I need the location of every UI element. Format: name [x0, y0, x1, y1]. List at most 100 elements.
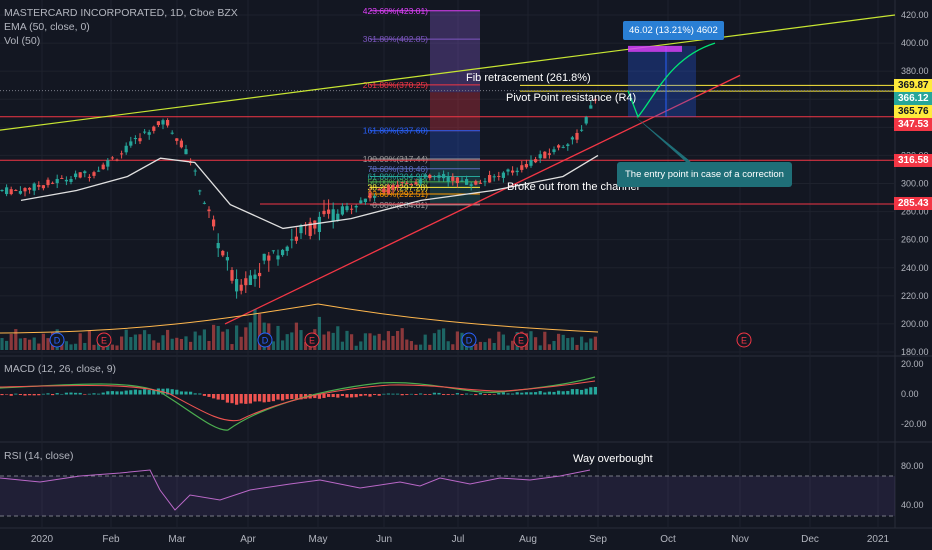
- event-marker: [513, 332, 529, 348]
- time-tick-label: May: [309, 534, 328, 545]
- macd-histogram-bar: [363, 394, 367, 396]
- macd-histogram-bar: [202, 394, 206, 396]
- candle-body: [446, 177, 450, 182]
- macd-legend: MACD (12, 26, close, 9): [4, 362, 116, 376]
- event-marker-label: D: [54, 336, 61, 346]
- macd-histogram-bar: [120, 391, 124, 395]
- volume-bar: [179, 338, 183, 350]
- macd-histogram-bar: [432, 392, 436, 395]
- volume-bar: [64, 341, 68, 350]
- time-tick-label: Apr: [240, 534, 256, 545]
- event-marker-label: E: [741, 336, 747, 346]
- volume-bar: [317, 316, 321, 350]
- macd-signal-line: [0, 380, 596, 422]
- volume-bar: [409, 341, 413, 350]
- candle-body: [74, 173, 78, 178]
- macd-histogram-bar: [515, 392, 519, 395]
- volume-bar: [207, 340, 211, 350]
- volume-bar: [428, 344, 432, 350]
- macd-histogram-bar: [570, 389, 574, 395]
- volume-bar: [299, 330, 303, 350]
- legend-ema: EMA (50, close, 0): [4, 21, 90, 33]
- rsi-legend: RSI (14, close): [4, 449, 73, 463]
- macd-tick-label: -20.00: [901, 419, 927, 429]
- volume-bar: [488, 338, 492, 350]
- macd-histogram-bar: [382, 393, 386, 395]
- volume-bar: [552, 340, 556, 350]
- volume-bar: [189, 341, 193, 350]
- rising-support-line: [224, 74, 741, 325]
- volume-bar: [561, 334, 565, 350]
- event-marker: [461, 332, 477, 348]
- macd-histogram-bar: [534, 392, 538, 395]
- macd-histogram-bar: [566, 390, 570, 395]
- chart-legend: MASTERCARD INCORPORATED, 1D, Cboe BZX EM…: [4, 6, 238, 48]
- candle-body: [41, 185, 45, 189]
- candle-body: [248, 275, 252, 286]
- candle-body: [359, 200, 363, 204]
- volume-bar: [451, 344, 455, 350]
- candle-body: [331, 209, 335, 222]
- candle-body: [216, 243, 220, 249]
- volume-bar: [28, 339, 32, 350]
- volume-bar: [290, 332, 294, 350]
- event-marker-label: D: [466, 336, 473, 346]
- volume-bar: [382, 340, 386, 350]
- candle-body: [423, 175, 427, 177]
- price-tag: 316.58: [894, 153, 932, 167]
- macd-histogram-bar: [327, 394, 331, 397]
- price-tick-label: 420.00: [901, 10, 929, 20]
- volume-bar: [446, 341, 450, 350]
- candle-body: [336, 213, 340, 221]
- macd-histogram-bar: [46, 393, 50, 395]
- macd-histogram-bar: [538, 391, 542, 395]
- macd-histogram-bar: [589, 387, 593, 395]
- macd-histogram-bar: [377, 394, 381, 396]
- candle-body: [437, 175, 441, 178]
- price-tick-label: 260.00: [901, 235, 929, 245]
- macd-histogram-bar: [37, 394, 41, 396]
- volume-bar: [474, 343, 478, 350]
- price-tag: 365.76: [894, 104, 932, 118]
- candle-body: [281, 249, 285, 256]
- candle-body: [501, 172, 505, 178]
- macd-histogram-bar: [336, 394, 340, 398]
- macd-histogram-bar: [253, 394, 257, 402]
- macd-histogram-bar: [373, 394, 377, 395]
- volume-bar: [419, 344, 423, 350]
- macd-histogram-bar: [350, 394, 354, 398]
- candle-body: [368, 192, 372, 199]
- candle-body: [561, 146, 565, 148]
- candle-body: [313, 220, 317, 229]
- volume-bar: [235, 325, 239, 350]
- volume-bar: [161, 335, 165, 350]
- candle-body: [557, 145, 561, 148]
- macd-tick-label: 20.00: [901, 359, 924, 369]
- volume-bar: [345, 330, 349, 350]
- macd-tick-label: 0.00: [901, 389, 919, 399]
- volume-bar: [46, 338, 50, 350]
- macd-histogram-bar: [74, 392, 78, 395]
- volume-bar: [147, 334, 151, 350]
- macd-histogram-bar: [488, 394, 492, 395]
- candle-body: [483, 181, 487, 183]
- macd-histogram-bar: [455, 393, 459, 395]
- candle-body: [258, 272, 262, 277]
- event-marker-label: E: [518, 336, 524, 346]
- macd-histogram-bar: [0, 394, 4, 396]
- volume-bar: [156, 342, 160, 350]
- candle-body: [115, 159, 119, 161]
- macd-histogram-bar: [124, 390, 128, 395]
- macd-histogram-bar: [497, 392, 501, 395]
- candles: [0, 96, 597, 405]
- candle-body: [207, 209, 211, 212]
- macd-histogram-bar: [5, 394, 9, 395]
- candle-body: [524, 164, 528, 168]
- candle-body: [529, 160, 533, 166]
- legend-macd: MACD (12, 26, close, 9): [4, 363, 117, 375]
- macd-histogram-bar: [92, 393, 96, 395]
- volume-bar: [511, 340, 515, 350]
- time-tick-label: Mar: [168, 534, 186, 545]
- macd-histogram-bar: [340, 394, 344, 396]
- volume-bar: [327, 331, 331, 350]
